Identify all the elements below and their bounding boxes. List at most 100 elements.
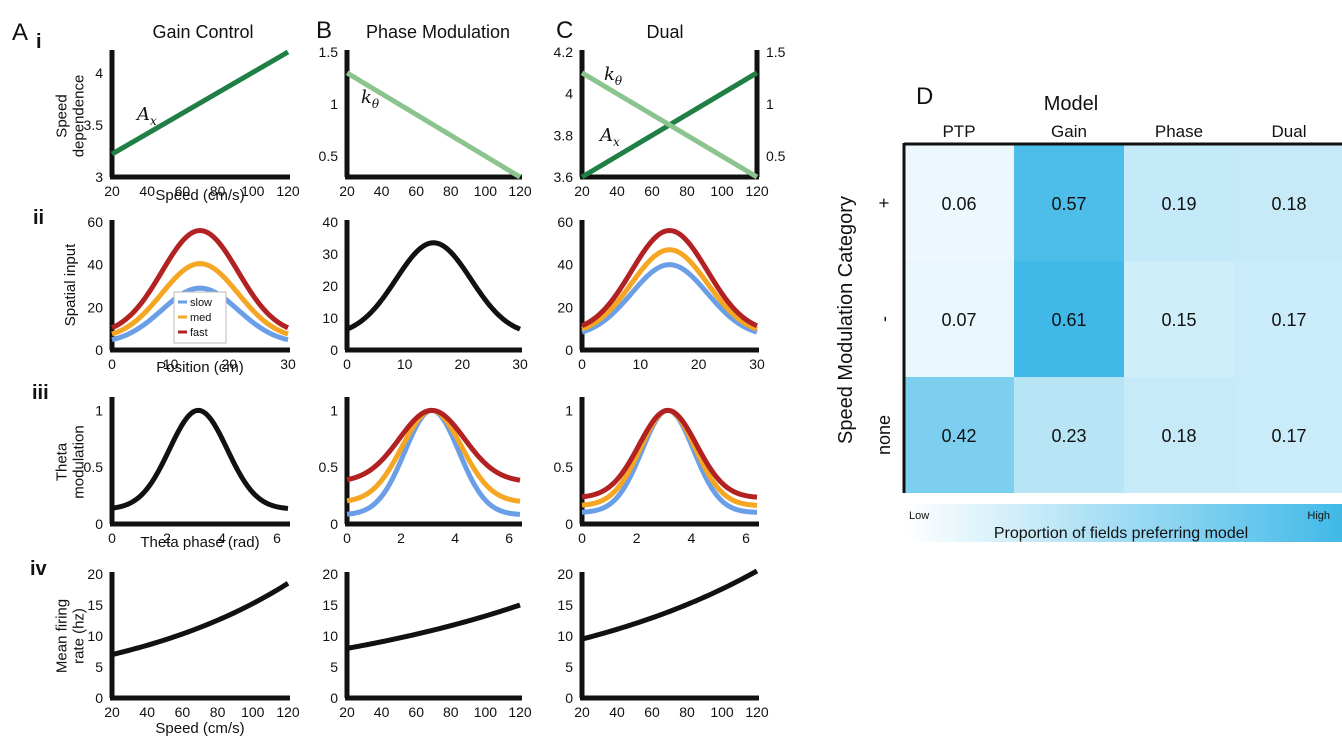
y-tick-label: 4.2 (554, 44, 574, 60)
x-tick-label: 40 (139, 704, 155, 720)
x-tick-label: 20 (104, 183, 120, 199)
y-tick-label: 0 (330, 690, 338, 706)
x-tick-label: 60 (408, 183, 424, 199)
x-tick-label: 60 (644, 704, 660, 720)
x-tick-label: 6 (505, 530, 513, 546)
y-label-row-iii: Theta modulation (54, 425, 88, 498)
heatmap-row-label: none (874, 415, 894, 455)
chart-B-ii: 0 10 20 30 0 10 20 30 40 (322, 214, 528, 372)
y-tick-label: 0.5 (319, 148, 339, 164)
row-label-i: i (36, 31, 42, 53)
x-tick-label: 40 (374, 183, 390, 199)
series-line-med (581, 247, 758, 332)
x-tick-label: 10 (397, 356, 413, 372)
colorbar-low-label: Low (909, 510, 929, 522)
y-tick-label: 1 (330, 402, 338, 418)
colorbar-label: Proportion of fields preferring model (994, 525, 1248, 542)
y-label-row-iv-line: Mean firing (54, 599, 71, 673)
right-tick-label: 1 (766, 96, 774, 112)
chart-C-iii: 0 2 4 6 0 0.5 1 (554, 397, 759, 546)
heatmap-cell-value: 0.23 (1051, 426, 1086, 446)
y-label-row-iii-line: Theta (54, 442, 71, 481)
x-tick-label: 60 (175, 183, 191, 199)
x-tick-label: 100 (241, 704, 265, 720)
x-tick-label: 40 (609, 704, 625, 720)
x-tick-label: 10 (633, 356, 649, 372)
colorbar (907, 504, 1342, 542)
y-tick-label: 40 (557, 257, 573, 273)
y-label-row-iv: Mean firing rate (hz) (54, 599, 88, 673)
row-label-iv: iv (30, 558, 48, 580)
x-tick-label: 20 (339, 183, 355, 199)
y-tick-label: 5 (330, 659, 338, 675)
panel-letter-b: B (316, 17, 332, 44)
x-tick-label: 20 (455, 356, 471, 372)
y-tick-label: 4 (95, 65, 103, 81)
series-line-fast (580, 228, 759, 329)
y-tick-label: 20 (87, 299, 103, 315)
heatmap-cell (1124, 377, 1234, 493)
heatmap-cell (1234, 145, 1342, 261)
y-tick-label: 10 (322, 310, 338, 326)
x-tick-label: 2 (633, 530, 641, 546)
chart-C-i: 20 40 60 80 100 120 3.6 3.8 4 4.2 0.5 1 1.5 kθ Ax (554, 44, 786, 199)
x-tick-label: 0 (343, 530, 351, 546)
y-tick-label: 4 (565, 86, 573, 102)
chart-A-i: 20 40 60 80 100 120 3 3.5 4 Ax (84, 49, 300, 199)
y-tick-label: 20 (557, 566, 573, 582)
y-tick-label: 40 (322, 214, 338, 230)
y-tick-label: 0.5 (319, 459, 339, 475)
column-title: Phase Modulation (366, 22, 510, 42)
chart-C-ii: 0 10 20 30 0 20 40 60 (557, 214, 765, 372)
heatmap-cell (1234, 377, 1342, 493)
x-tick-label: 100 (474, 183, 498, 199)
heatmap-cell-value: 0.17 (1271, 310, 1306, 330)
panel-letter-a: A (12, 19, 28, 46)
y-tick-label: 40 (87, 257, 103, 273)
y-tick-label: 1 (565, 402, 573, 418)
heatmap-cell (904, 145, 1014, 261)
heatmap-cell-value: 0.17 (1271, 426, 1306, 446)
heatmap-cell-value: 0.15 (1161, 310, 1196, 330)
x-axis-label-i: Speed (cm/s) (155, 187, 244, 204)
x-tick-label: 30 (280, 356, 296, 372)
y-tick-label: 0 (330, 342, 338, 358)
series-line-fast (581, 407, 758, 500)
heatmap-cell (1234, 261, 1342, 377)
x-tick-label: 20 (574, 704, 590, 720)
y-tick-label: 0 (565, 342, 573, 358)
y-tick-label: 0.5 (554, 459, 574, 475)
y-label-row-iv-line: rate (hz) (71, 608, 88, 664)
x-tick-label: 80 (443, 183, 459, 199)
y-tick-label: 0 (565, 516, 573, 532)
heatmap-cell-value: 0.18 (1161, 426, 1196, 446)
series-line-rate (346, 602, 521, 651)
x-tick-label: 60 (644, 183, 660, 199)
x-tick-label: 20 (574, 183, 590, 199)
x-tick-label: 40 (139, 183, 155, 199)
colorbar-high-label: High (1307, 510, 1330, 522)
legend-label-slow: slow (190, 297, 212, 309)
y-tick-label: 1.5 (319, 44, 339, 60)
ax-annotation: Ax (135, 104, 157, 128)
heatmap-cell-value: 0.57 (1051, 194, 1086, 214)
y-tick-label: 10 (87, 628, 103, 644)
column-title: Dual (646, 22, 683, 42)
x-tick-label: 4 (687, 530, 695, 546)
y-tick-label: 3.5 (84, 117, 104, 133)
series-line-med (111, 261, 289, 337)
chart-C-iv: 20 40 60 80 100 120 0 5 10 15 20 (557, 566, 768, 720)
ktheta-annotation: kθ (361, 87, 380, 111)
x-axis-label-iii: Theta phase (rad) (140, 534, 259, 551)
x-tick-label: 6 (742, 530, 750, 546)
x-tick-label: 4 (218, 530, 226, 546)
heatmap-cell-value: 0.06 (941, 194, 976, 214)
x-tick-label: 60 (408, 704, 424, 720)
series-line-slow (581, 262, 758, 335)
x-tick-label: 100 (710, 183, 734, 199)
legend-label-med: med (190, 312, 211, 324)
y-tick-label: 15 (557, 597, 573, 613)
chart-B-iii: 0 2 4 6 0 0.5 1 (319, 397, 522, 546)
y-tick-label: 20 (557, 299, 573, 315)
